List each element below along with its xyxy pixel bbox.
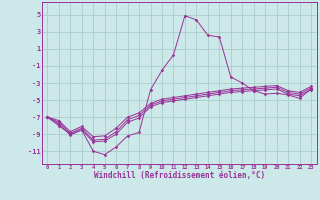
X-axis label: Windchill (Refroidissement éolien,°C): Windchill (Refroidissement éolien,°C) <box>94 171 265 180</box>
